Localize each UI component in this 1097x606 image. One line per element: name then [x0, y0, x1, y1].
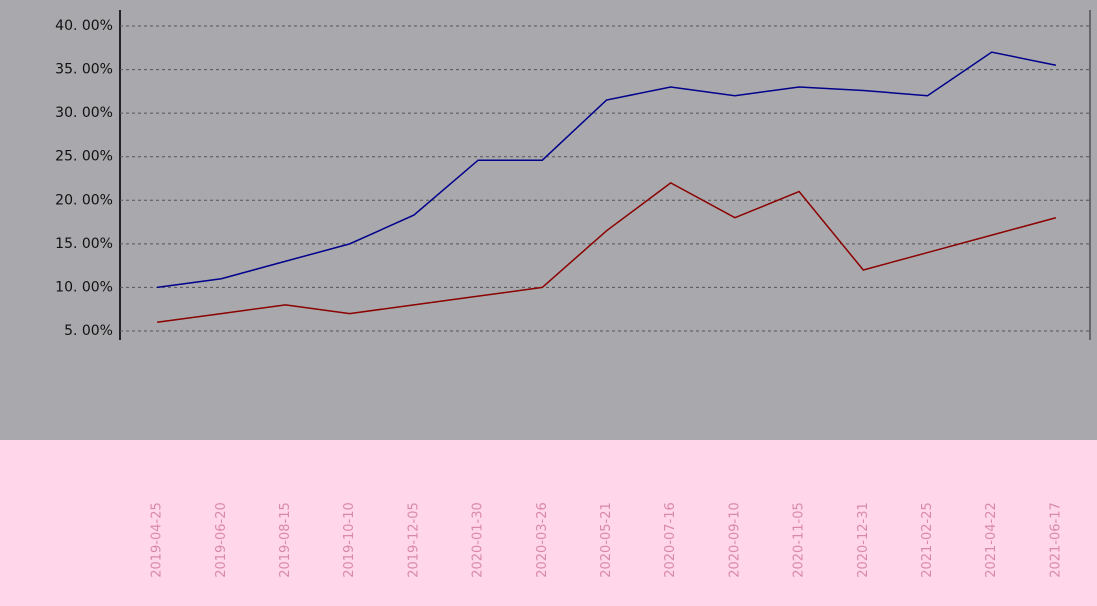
chart: 5. 00% 10. 00% 15. 00% 20. 00% 25. 00% 30. 00… — [0, 0, 1097, 606]
y-tick-label: 10. 00% — [55, 279, 113, 295]
x-tick-label: 2019-12-05 — [406, 502, 421, 578]
x-tick-label: 2019-06-20 — [214, 502, 229, 578]
y-tick-label: 30. 00% — [55, 105, 113, 121]
y-tick-label: 25. 00% — [55, 149, 113, 165]
plot-background — [0, 0, 1097, 440]
x-tick-label: 2021-06-17 — [1048, 502, 1063, 578]
x-tick-label: 2020-11-05 — [792, 502, 807, 578]
x-tick-label: 2019-08-15 — [278, 502, 293, 578]
y-tick-label: 15. 00% — [55, 236, 113, 252]
x-tick-label: 2020-09-10 — [727, 502, 742, 578]
x-tick-label: 2021-04-22 — [984, 502, 999, 578]
x-tick-label: 2020-12-31 — [856, 502, 871, 578]
x-tick-label: 2020-05-21 — [599, 502, 614, 578]
x-tick-label: 2020-03-26 — [535, 502, 550, 578]
x-tick-label: 2020-01-30 — [471, 502, 486, 578]
y-tick-label: 5. 00% — [64, 323, 113, 339]
x-tick-label: 2021-02-25 — [920, 502, 935, 578]
x-tick-label: 2019-10-10 — [342, 502, 357, 578]
x-tick-label: 2019-04-25 — [150, 502, 165, 578]
x-tick-label: 2020-07-16 — [663, 502, 678, 578]
y-tick-label: 20. 00% — [55, 192, 113, 208]
y-tick-label: 40. 00% — [55, 18, 113, 34]
y-tick-label: 35. 00% — [55, 62, 113, 78]
